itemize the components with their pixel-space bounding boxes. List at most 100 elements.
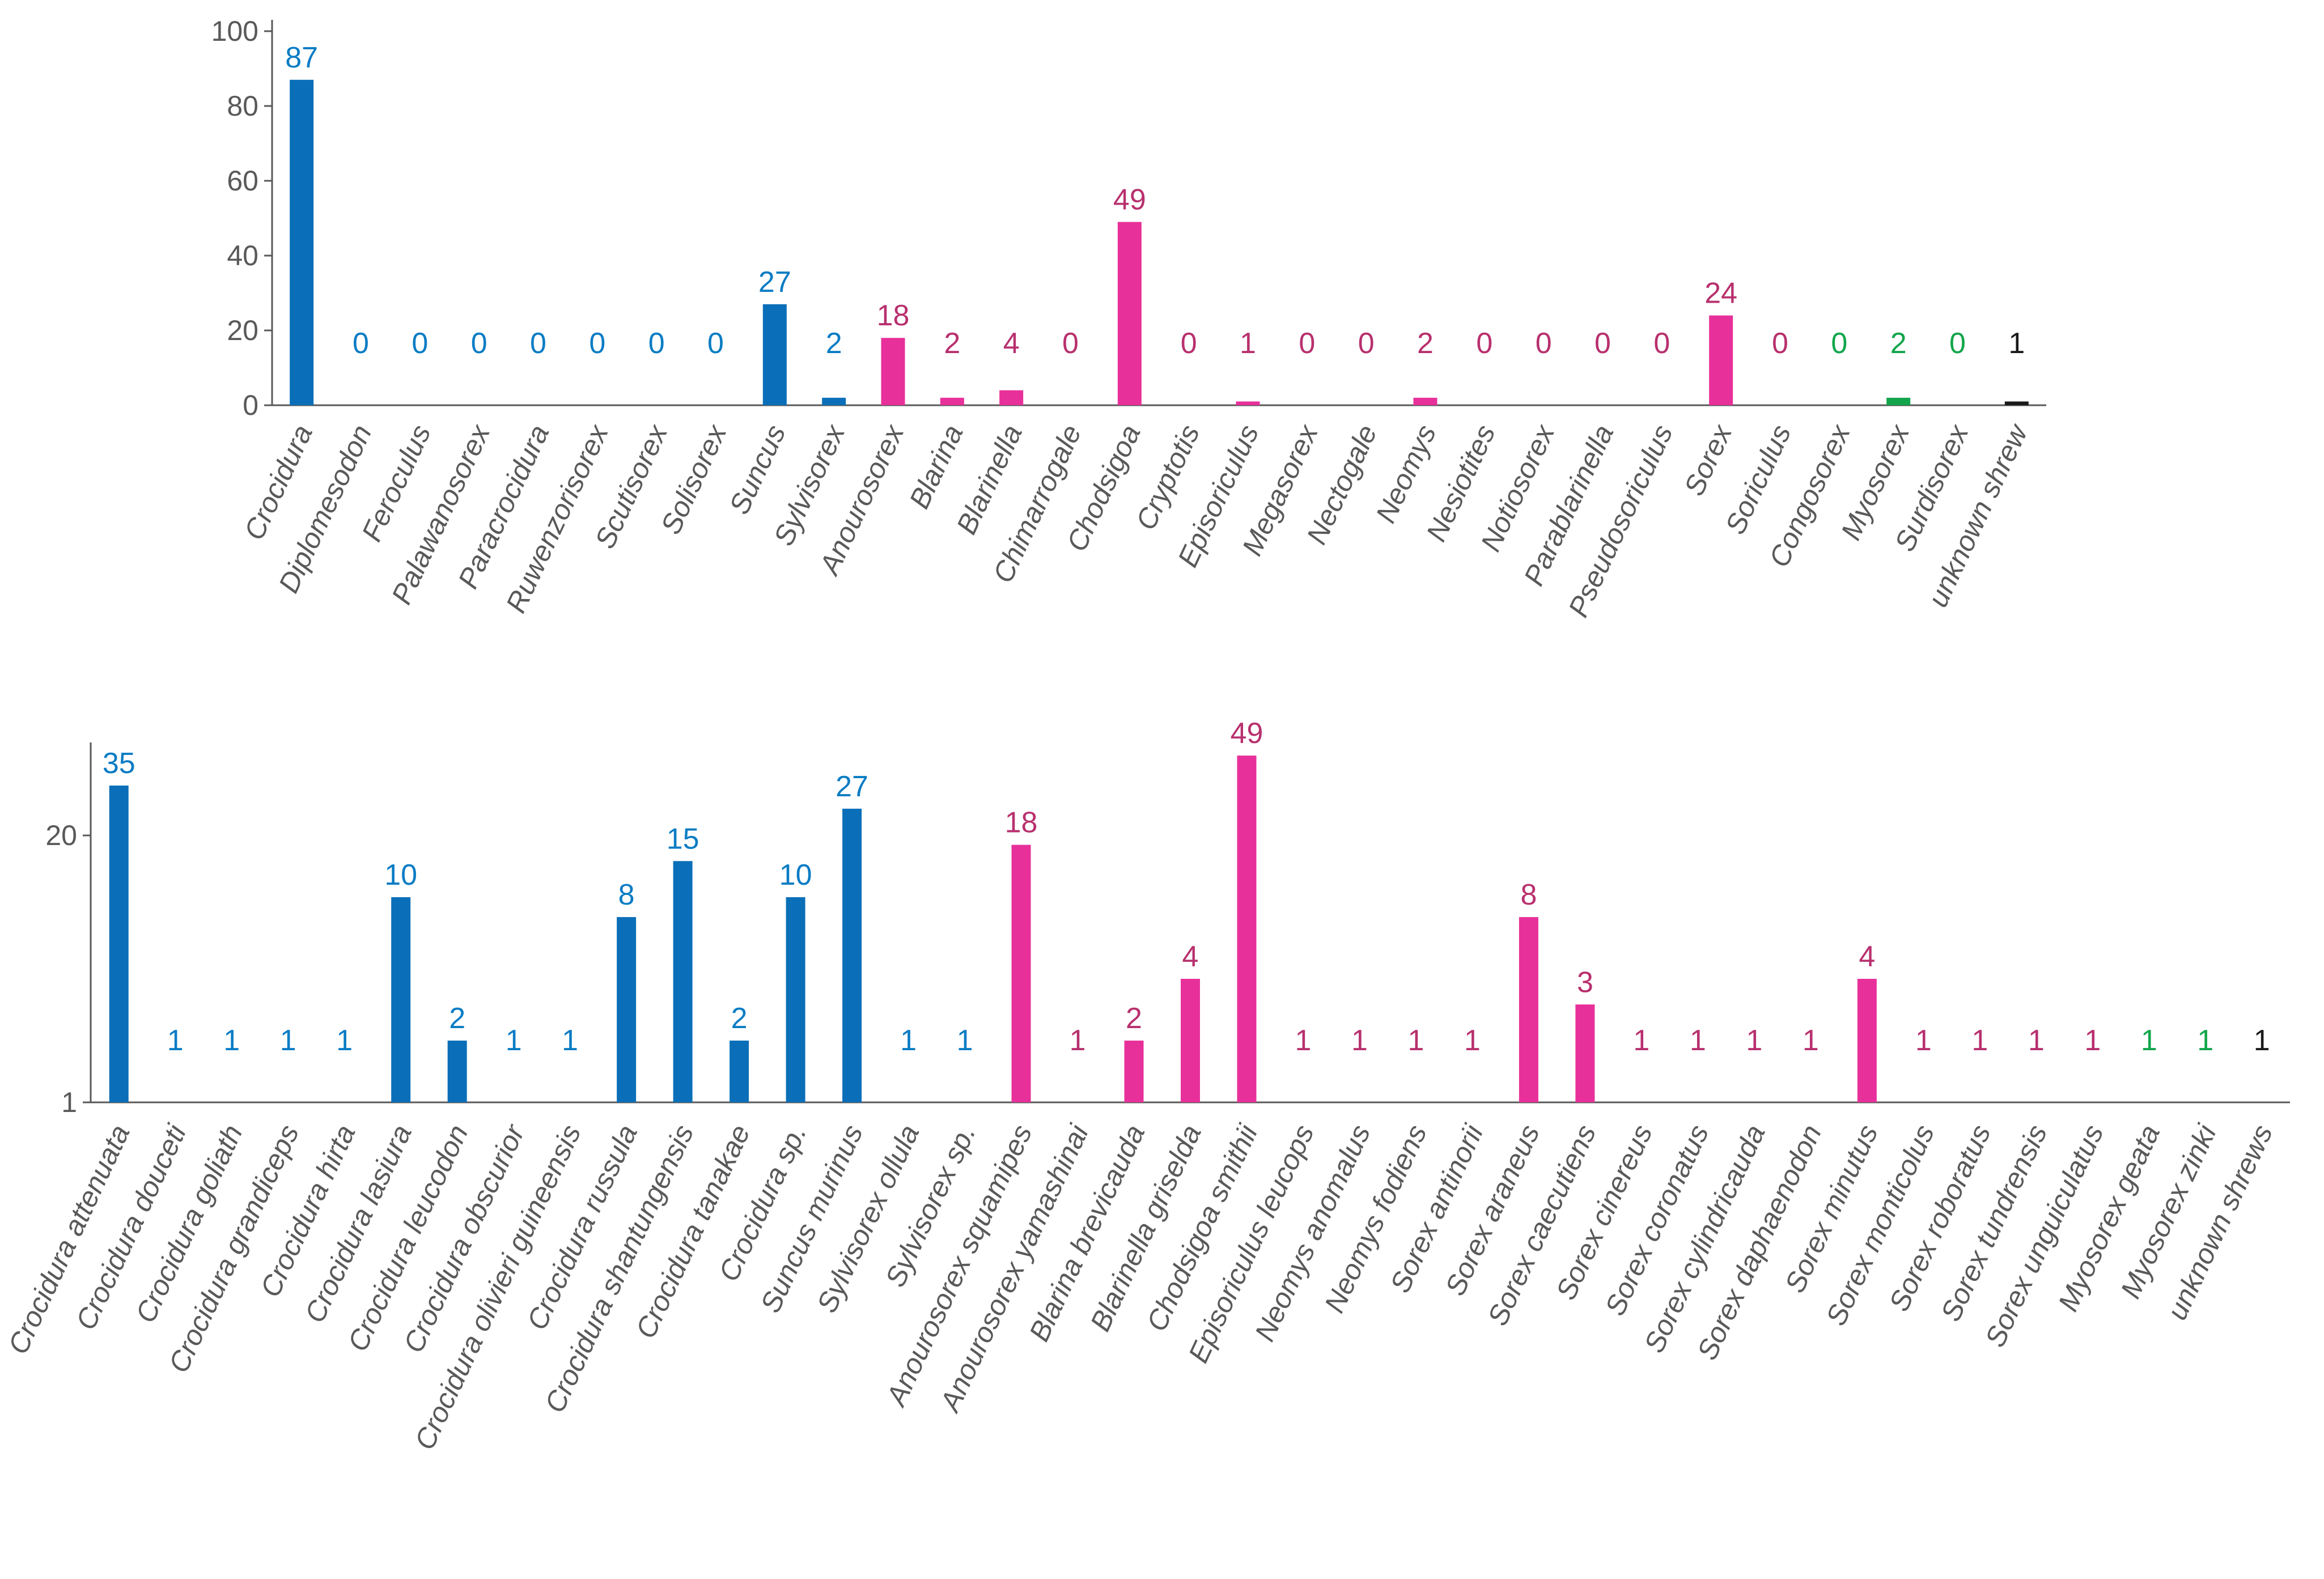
genus-data-label-chodsigoa: 49 — [1113, 184, 1146, 217]
species-data-label-sorex-daphaenodon: 1 — [1803, 1024, 1819, 1057]
genus-category-label-blarina: Blarina — [903, 420, 969, 513]
species-data-label-sorex-caecutiens: 3 — [1577, 966, 1593, 999]
genus-bar-sorex — [1709, 315, 1733, 405]
genus-data-label-cryptotis: 0 — [1181, 327, 1197, 360]
genus-data-label-nesiotites: 0 — [1476, 327, 1492, 360]
species-data-label-sorex-minutus: 4 — [1859, 940, 1875, 973]
species-data-label-sorex-araneus: 8 — [1520, 878, 1537, 911]
genus-data-label-chimarrogale: 0 — [1062, 327, 1079, 360]
species-data-label-sorex-cylindricauda: 1 — [1746, 1024, 1762, 1057]
genus-bar-chart: 02040608010087Crocidura0Diplomesodon0Fer… — [211, 15, 2046, 622]
genus-data-label-congosorex: 0 — [1831, 327, 1847, 360]
genus-data-label-blarinella: 4 — [1003, 327, 1020, 360]
genus-category-label-sorex: Sorex — [1678, 419, 1738, 500]
species-data-label-sylvisorex-sp: 1 — [957, 1024, 973, 1057]
species-data-label-sorex-tundrensis: 1 — [2028, 1024, 2045, 1057]
genus-y-tick-label: 40 — [227, 240, 258, 271]
genus-data-label-anourosorex: 18 — [877, 299, 910, 332]
species-data-label-neomys-anomalus: 1 — [1351, 1024, 1368, 1057]
species-bar-sorex-araneus — [1519, 917, 1538, 1102]
species-data-label-sorex-coronatus: 1 — [1690, 1024, 1706, 1057]
genus-bar-chodsigoa — [1117, 222, 1142, 405]
genus-category-label-suncus: Suncus — [723, 420, 792, 519]
genus-data-label-ruwenzorisorex: 0 — [589, 327, 605, 360]
genus-data-label-myosorex: 2 — [1890, 327, 1907, 360]
species-data-label-crocidura-shantungensis: 15 — [667, 822, 699, 855]
genus-data-label-feroculus: 0 — [412, 327, 428, 360]
species-data-label-sylvisorex-ollula: 1 — [900, 1024, 917, 1057]
species-data-label-suncus-murinus: 27 — [836, 770, 868, 803]
genus-data-label-pseudosoriculus: 0 — [1653, 327, 1670, 360]
genus-data-label-unknown-shrew: 1 — [2008, 327, 2025, 360]
genus-data-label-crocidura: 87 — [285, 41, 318, 74]
genus-data-label-surdisorex: 0 — [1949, 327, 1966, 360]
genus-bar-blarina — [940, 397, 964, 405]
genus-data-label-paracrocidura: 0 — [530, 327, 546, 360]
genus-data-label-sorex: 24 — [1704, 277, 1737, 310]
genus-bar-neomys — [1413, 397, 1437, 405]
species-data-label-crocidura-sp: 10 — [779, 859, 812, 892]
genus-y-tick-label: 20 — [227, 315, 258, 346]
species-data-label-crocidura-goliath: 1 — [223, 1024, 240, 1057]
species-data-label-crocidura-russula: 8 — [618, 878, 635, 911]
species-data-label-myosorex-geata: 1 — [2141, 1024, 2157, 1057]
species-bar-crocidura-sp — [786, 897, 805, 1102]
species-bar-crocidura-lasiura — [391, 897, 411, 1102]
genus-bar-sylvisorex — [822, 397, 846, 405]
genus-data-label-episoriculus: 1 — [1240, 327, 1256, 360]
species-data-label-unknown-shrews: 1 — [2254, 1024, 2270, 1057]
species-data-label-crocidura-leucodon: 2 — [449, 1002, 465, 1035]
species-bar-crocidura-attenuata — [109, 786, 129, 1102]
genus-bar-unknown-shrew — [2004, 401, 2029, 405]
genus-bar-suncus — [762, 304, 787, 405]
species-data-label-crocidura-attenuata: 35 — [103, 747, 135, 780]
species-bar-sorex-minutus — [1857, 979, 1877, 1102]
species-bar-blarina-brevicauda — [1124, 1041, 1144, 1102]
species-bar-crocidura-shantungensis — [673, 861, 693, 1102]
genus-data-label-suncus: 27 — [758, 266, 791, 299]
genus-data-label-diplomesodon: 0 — [353, 327, 369, 360]
species-data-label-sorex-antinorii: 1 — [1464, 1024, 1481, 1057]
genus-data-label-nectogale: 0 — [1358, 327, 1375, 360]
genus-y-tick-label: 80 — [227, 90, 258, 122]
species-bar-suncus-murinus — [842, 808, 862, 1102]
genus-data-label-palawanosorex: 0 — [471, 327, 487, 360]
genus-data-label-parablarinella: 0 — [1594, 327, 1611, 360]
species-data-label-sorex-roboratus: 1 — [1971, 1024, 1988, 1057]
species-data-label-myosorex-zinki: 1 — [2197, 1024, 2213, 1057]
species-data-label-crocidura-lasiura: 10 — [384, 859, 417, 892]
species-data-label-crocidura-olivieri-guineensis: 1 — [562, 1024, 578, 1057]
species-data-label-blarinella-griselda: 4 — [1182, 940, 1199, 973]
genus-bar-crocidura — [290, 79, 314, 406]
species-data-label-crocidura-hirta: 1 — [336, 1024, 353, 1057]
species-bar-chodsigoa-smithii — [1237, 755, 1257, 1102]
species-data-label-crocidura-douceti: 1 — [167, 1024, 184, 1057]
genus-y-tick-label: 0 — [243, 389, 258, 421]
species-y-tick-label: 1 — [61, 1086, 77, 1118]
species-data-label-crocidura-grandiceps: 1 — [280, 1024, 296, 1057]
species-data-label-neomys-fodiens: 1 — [1407, 1024, 1424, 1057]
genus-y-tick-label: 60 — [227, 165, 258, 197]
species-data-label-sorex-unguiculatus: 1 — [2084, 1024, 2101, 1057]
species-bar-crocidura-tanakae — [730, 1041, 749, 1102]
species-bar-blarinella-griselda — [1181, 979, 1200, 1102]
genus-bar-myosorex — [1886, 397, 1911, 405]
genus-bar-episoriculus — [1236, 401, 1260, 405]
species-data-label-anourosorex-yamashinai: 1 — [1070, 1024, 1086, 1057]
genus-data-label-solisorex: 0 — [707, 327, 724, 360]
genus-data-label-sylvisorex: 2 — [826, 327, 842, 360]
species-data-label-sorex-monticolus: 1 — [1915, 1024, 1932, 1057]
species-data-label-crocidura-obscurior: 1 — [506, 1024, 522, 1057]
genus-y-tick-label: 100 — [211, 15, 258, 47]
genus-bar-blarinella — [999, 390, 1024, 405]
species-data-label-sorex-cinereus: 1 — [1633, 1024, 1649, 1057]
genus-data-label-blarina: 2 — [944, 327, 960, 360]
species-y-tick-label: 20 — [45, 820, 77, 851]
genus-data-label-soriculus: 0 — [1772, 327, 1788, 360]
species-bar-anourosorex-squamipes — [1011, 844, 1031, 1102]
genus-data-label-scutisorex: 0 — [648, 327, 665, 360]
species-data-label-anourosorex-squamipes: 18 — [1005, 807, 1038, 839]
species-data-label-blarina-brevicauda: 2 — [1126, 1002, 1142, 1035]
